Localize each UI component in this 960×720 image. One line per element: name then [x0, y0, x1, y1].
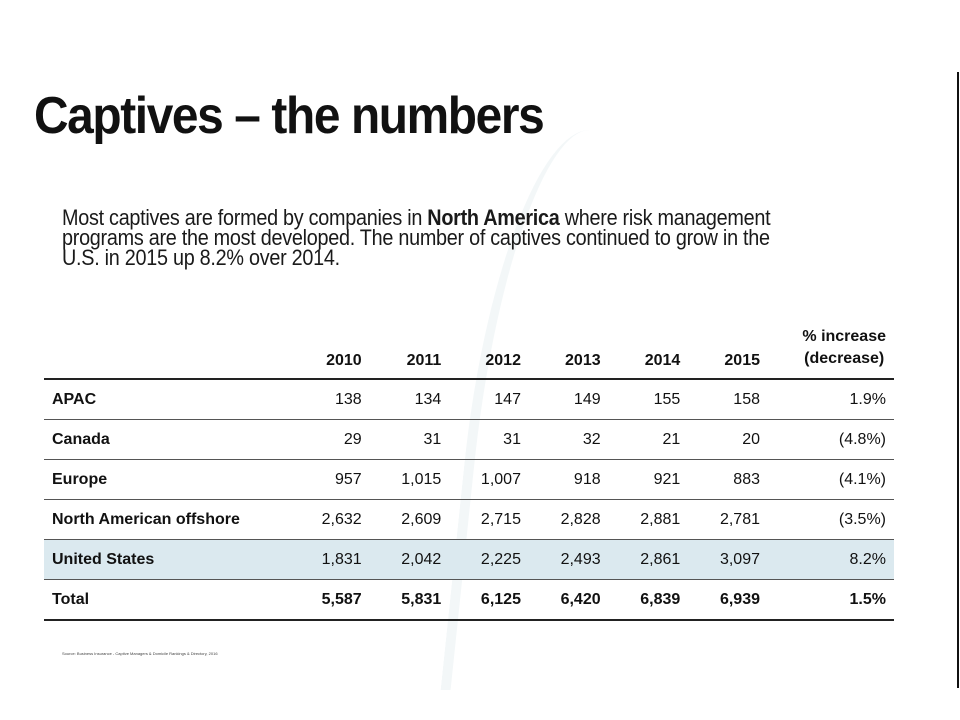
table-cell: 20: [688, 419, 768, 460]
table-cell: 21: [608, 419, 689, 460]
table-cell: 2,781: [688, 499, 768, 540]
slide-title: Captives – the numbers: [34, 87, 545, 145]
header-year: 2012: [449, 318, 529, 380]
table-cell: 138: [290, 379, 370, 420]
table-cell: 2,881: [608, 499, 689, 540]
table-cell: 31: [369, 419, 450, 460]
table-cell: 2,225: [449, 539, 529, 580]
header-pct-line1: % increase: [802, 328, 886, 345]
table-cell: 29: [290, 419, 370, 460]
row-label: Total: [44, 579, 290, 621]
pct-cell: (4.1%): [768, 459, 894, 500]
pct-cell: 1.9%: [768, 379, 894, 420]
table-row: APAC 138 134 147 149 155 158 1.9%: [44, 379, 894, 420]
header-year: 2015: [688, 318, 768, 380]
table-cell: 1,015: [369, 459, 450, 500]
table-row: North American offshore 2,632 2,609 2,71…: [44, 499, 894, 540]
pct-cell: 8.2%: [768, 539, 894, 580]
table-cell: 2,609: [369, 499, 450, 540]
captives-table: 2010 2011 2012 2013 2014 2015 % increase…: [44, 318, 894, 621]
table-cell: 158: [688, 379, 768, 420]
table-cell: 5,831: [369, 579, 450, 621]
table-cell: 2,493: [528, 539, 609, 580]
table-cell: 2,632: [290, 499, 370, 540]
header-year: 2014: [608, 318, 689, 380]
table-row: Canada 29 31 31 32 21 20 (4.8%): [44, 419, 894, 460]
table-row-total: Total 5,587 5,831 6,125 6,420 6,839 6,93…: [44, 579, 894, 621]
table-cell: 921: [608, 459, 689, 500]
table-cell: 31: [449, 419, 529, 460]
table-cell: 6,939: [688, 579, 768, 621]
header-pct-line2: (decrease): [804, 350, 885, 367]
row-label: United States: [44, 539, 290, 580]
row-label: Europe: [44, 459, 290, 500]
row-label: North American offshore: [44, 499, 290, 540]
table-cell: 957: [290, 459, 370, 500]
table-cell: 918: [528, 459, 609, 500]
table-cell: 2,861: [608, 539, 689, 580]
row-label: Canada: [44, 419, 290, 460]
header-year: 2013: [528, 318, 609, 380]
table-cell: 2,042: [369, 539, 450, 580]
header-blank: [44, 318, 290, 380]
intro-text-start: Most captives are formed by companies in: [62, 205, 428, 230]
table-cell: 2,715: [449, 499, 529, 540]
header-year: 2011: [369, 318, 450, 380]
intro-text-bold: North America: [427, 205, 560, 230]
table-cell: 6,420: [528, 579, 609, 621]
table-cell: 134: [369, 379, 450, 420]
intro-paragraph: Most captives are formed by companies in…: [62, 205, 782, 270]
header-pct-change: % increase (decrease): [768, 318, 894, 380]
pct-cell: (4.8%): [768, 419, 894, 460]
table-cell: 149: [528, 379, 609, 420]
table-cell: 155: [608, 379, 689, 420]
table-cell: 32: [528, 419, 609, 460]
table-cell: 1,831: [290, 539, 370, 580]
table-cell: 883: [688, 459, 768, 500]
table-cell: 147: [449, 379, 529, 420]
table-row: Europe 957 1,015 1,007 918 921 883 (4.1%…: [44, 459, 894, 500]
table-header-row: 2010 2011 2012 2013 2014 2015 % increase…: [44, 318, 894, 380]
intro-text-end: where risk management programs are the m…: [62, 205, 771, 270]
table-row-highlighted: United States 1,831 2,042 2,225 2,493 2,…: [44, 539, 894, 580]
source-footnote: Source: Business Insurance - Captive Man…: [62, 651, 218, 656]
table-cell: 6,125: [449, 579, 529, 621]
row-label: APAC: [44, 379, 290, 420]
table-cell: 2,828: [528, 499, 609, 540]
pct-cell: (3.5%): [768, 499, 894, 540]
slide-right-border: [957, 72, 959, 688]
table-cell: 5,587: [290, 579, 370, 621]
table-cell: 3,097: [688, 539, 768, 580]
header-year: 2010: [290, 318, 370, 380]
table-cell: 6,839: [608, 579, 689, 621]
pct-cell: 1.5%: [768, 579, 894, 621]
table-cell: 1,007: [449, 459, 529, 500]
